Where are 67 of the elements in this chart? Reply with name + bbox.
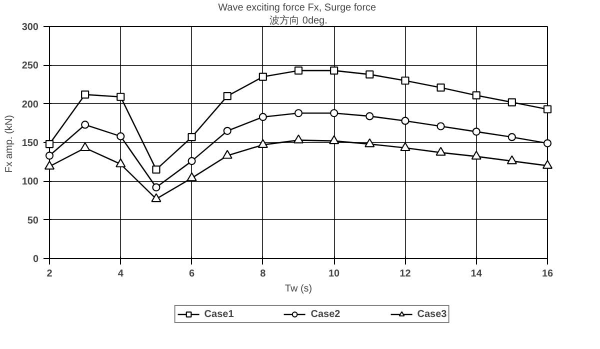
point bbox=[223, 92, 232, 100]
point bbox=[436, 84, 445, 92]
point bbox=[45, 152, 54, 160]
point bbox=[293, 134, 304, 144]
point bbox=[223, 126, 232, 135]
x-tick-label: 10 bbox=[328, 268, 340, 280]
x-tick-label: 8 bbox=[260, 268, 266, 280]
point bbox=[436, 146, 446, 156]
point bbox=[401, 76, 410, 85]
point bbox=[364, 138, 375, 148]
y-tick-label: 250 bbox=[22, 60, 39, 72]
legend-label: Case3 bbox=[417, 308, 447, 320]
point bbox=[188, 157, 196, 166]
point bbox=[152, 166, 160, 174]
point bbox=[329, 135, 340, 144]
point bbox=[186, 172, 197, 182]
x-tick-label: 14 bbox=[470, 268, 482, 280]
x-tick-label: 4 bbox=[118, 268, 124, 280]
point bbox=[330, 109, 338, 118]
y-tick-label: 300 bbox=[22, 22, 39, 33]
x-tick-label: 12 bbox=[400, 268, 412, 280]
point bbox=[80, 142, 90, 152]
y-tick-label: 0 bbox=[32, 254, 39, 265]
point bbox=[400, 142, 410, 152]
point bbox=[471, 150, 482, 160]
x-tick-label: 2 bbox=[46, 268, 53, 280]
point bbox=[472, 91, 480, 100]
x-tick-label: 16 bbox=[542, 268, 554, 280]
point bbox=[401, 116, 410, 125]
point bbox=[330, 66, 338, 75]
x-axis-title: Tw (s) bbox=[284, 284, 312, 294]
y-tick-label: 100 bbox=[22, 176, 39, 188]
point bbox=[436, 122, 445, 130]
y-axis-title: Fx amp. (kN) bbox=[4, 114, 15, 173]
point bbox=[294, 109, 303, 118]
point bbox=[294, 66, 303, 75]
point bbox=[45, 140, 54, 148]
chart-title: Wave exciting force Fx, Surge force bbox=[218, 2, 377, 14]
point bbox=[152, 183, 160, 192]
y-tick-label: 200 bbox=[22, 99, 39, 110]
point bbox=[506, 155, 517, 164]
point bbox=[258, 139, 268, 148]
y-tick-label: 150 bbox=[22, 138, 39, 149]
y-tick-label: 50 bbox=[27, 215, 39, 226]
x-tick-label: 6 bbox=[189, 268, 196, 280]
point bbox=[472, 128, 480, 136]
chart-subtitle: 波方向 0deg. bbox=[270, 14, 328, 26]
point bbox=[116, 92, 125, 101]
point bbox=[44, 160, 55, 170]
point bbox=[151, 193, 162, 202]
point bbox=[508, 98, 516, 106]
point bbox=[543, 105, 552, 114]
point bbox=[188, 133, 196, 142]
point bbox=[81, 90, 90, 99]
point bbox=[258, 72, 267, 81]
point bbox=[366, 112, 374, 120]
legend-label: Case2 bbox=[310, 308, 340, 320]
point bbox=[116, 158, 126, 168]
point bbox=[258, 112, 267, 122]
point bbox=[543, 139, 552, 148]
point bbox=[222, 150, 232, 159]
point bbox=[366, 70, 374, 78]
point bbox=[116, 132, 125, 140]
legend-label: Case1 bbox=[204, 308, 234, 320]
point bbox=[81, 120, 90, 129]
point bbox=[542, 160, 553, 169]
point bbox=[508, 133, 516, 142]
